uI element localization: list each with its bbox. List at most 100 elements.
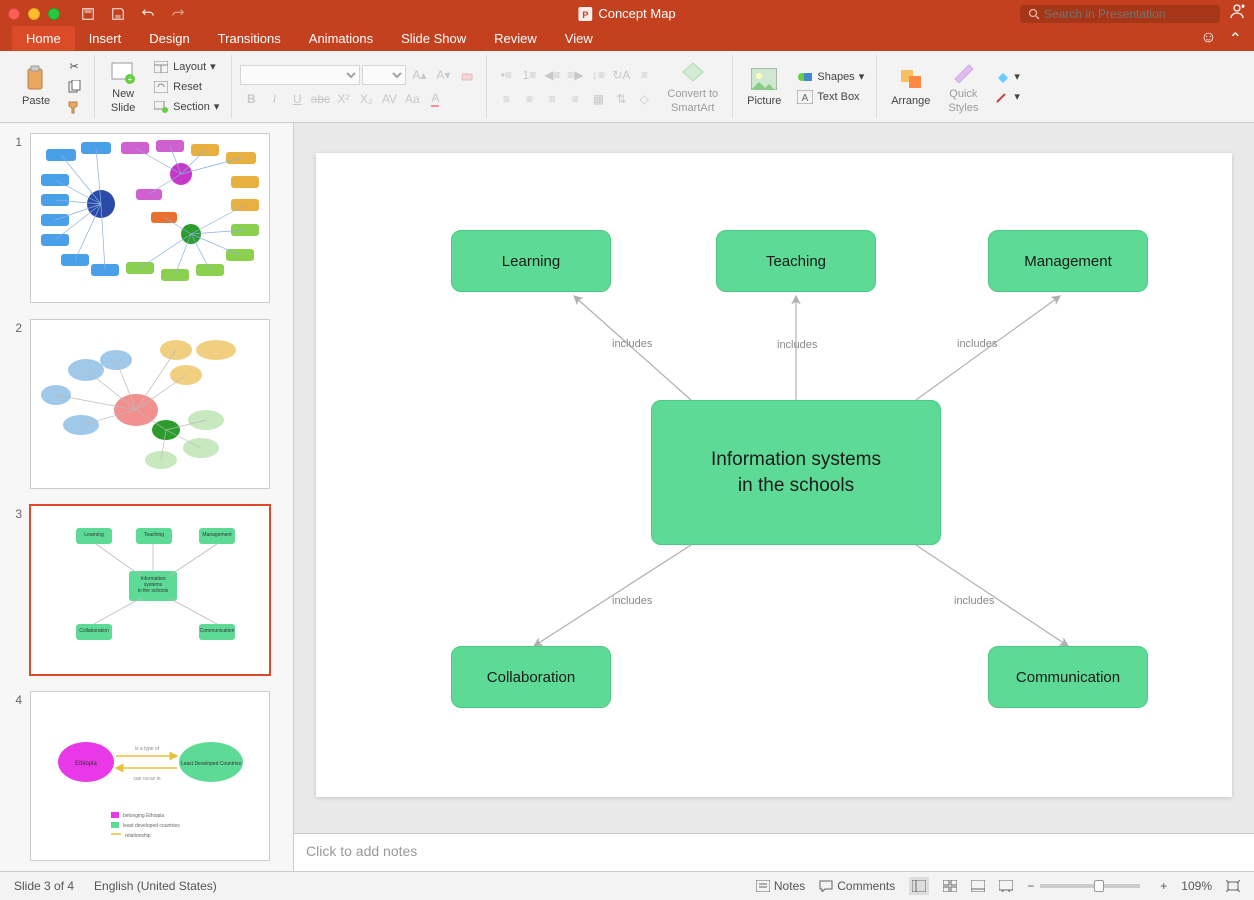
justify-button[interactable]: ≡ — [564, 89, 586, 109]
copy-button[interactable] — [62, 78, 86, 96]
language-indicator[interactable]: English (United States) — [94, 879, 217, 893]
feedback-icon[interactable]: ☺ — [1200, 29, 1216, 49]
zoom-slider[interactable] — [1040, 884, 1140, 888]
concept-node-learning[interactable]: Learning — [451, 230, 611, 292]
columns-button[interactable]: ▦ — [587, 89, 609, 109]
search-box[interactable] — [1020, 5, 1220, 23]
zoom-in-button[interactable]: + — [1160, 879, 1167, 893]
concept-center-node[interactable]: Information systemsin the schools — [651, 400, 941, 545]
decrease-font-button[interactable]: A▾ — [432, 65, 454, 85]
font-color-button[interactable]: A — [424, 89, 446, 109]
text-direction-button[interactable]: ↻A — [610, 65, 632, 85]
align-center-button[interactable]: ≡ — [518, 89, 540, 109]
decrease-indent-button[interactable]: ◀≡ — [541, 65, 563, 85]
tab-transitions[interactable]: Transitions — [204, 26, 295, 51]
cut-button[interactable]: ✂ — [62, 58, 86, 76]
concept-node-teaching[interactable]: Teaching — [716, 230, 876, 292]
cut-icon: ✂ — [66, 59, 82, 75]
tab-insert[interactable]: Insert — [75, 26, 136, 51]
comments-toggle[interactable]: Comments — [819, 879, 895, 893]
autosave-icon[interactable] — [80, 6, 96, 22]
slide-canvas-area[interactable]: Information systemsin the schools Learnin… — [294, 123, 1254, 871]
search-input[interactable] — [1044, 7, 1212, 21]
subscript-button[interactable]: X₂ — [355, 89, 377, 109]
quick-styles-button[interactable]: Quick Styles — [942, 56, 984, 116]
shape-outline-button[interactable]: ▾ — [990, 88, 1024, 106]
paste-icon — [22, 65, 50, 93]
section-button[interactable]: Section ▾ — [149, 98, 223, 116]
share-button[interactable] — [1228, 2, 1246, 25]
font-size-select[interactable] — [362, 65, 406, 85]
picture-button[interactable]: Picture — [741, 63, 787, 110]
notes-icon — [756, 880, 770, 892]
tab-design[interactable]: Design — [135, 26, 203, 51]
notes-toggle[interactable]: Notes — [756, 879, 805, 893]
minimize-window-button[interactable] — [28, 8, 40, 20]
ribbon-tabs: Home Insert Design Transitions Animation… — [0, 27, 1254, 51]
shape-fill-button[interactable]: ▾ — [990, 68, 1024, 86]
normal-view-button[interactable] — [909, 877, 929, 895]
slide-thumbnail-3[interactable]: Information systemsin the schools Learni… — [30, 505, 270, 675]
collapse-ribbon-icon[interactable]: ⌃ — [1229, 29, 1242, 49]
slide-indicator[interactable]: Slide 3 of 4 — [14, 879, 74, 893]
bold-button[interactable]: B — [240, 89, 262, 109]
tab-review[interactable]: Review — [480, 26, 551, 51]
convert-smartart-button[interactable]: Convert to SmartArt — [661, 56, 724, 116]
concept-node-management[interactable]: Management — [988, 230, 1148, 292]
thumb-number: 1 — [12, 133, 22, 149]
svg-text:+: + — [128, 75, 133, 84]
tab-slideshow[interactable]: Slide Show — [387, 26, 480, 51]
slide-thumbnail-4[interactable]: Ethiopia Least Developed Countries is a … — [30, 691, 270, 861]
concept-node-communication[interactable]: Communication — [988, 646, 1148, 708]
slide-thumbnail-2[interactable] — [30, 319, 270, 489]
sorter-view-button[interactable] — [943, 880, 957, 892]
fit-to-window-button[interactable] — [1226, 880, 1240, 892]
new-slide-button[interactable]: + New Slide — [103, 56, 143, 116]
align-text-button[interactable]: ≡ — [633, 65, 655, 85]
textbox-icon: A — [797, 89, 813, 105]
increase-font-button[interactable]: A▴ — [408, 65, 430, 85]
distribute-button[interactable]: ⇅ — [610, 89, 632, 109]
reading-view-button[interactable] — [971, 880, 985, 892]
strikethrough-button[interactable]: abc — [309, 89, 331, 109]
font-family-select[interactable] — [240, 65, 360, 85]
tab-animations[interactable]: Animations — [295, 26, 387, 51]
thumb-number: 2 — [12, 319, 22, 335]
slide-thumbnail-1[interactable] — [30, 133, 270, 303]
align-left-button[interactable]: ≡ — [495, 89, 517, 109]
copy-icon — [66, 79, 82, 95]
redo-icon[interactable] — [170, 6, 186, 22]
undo-icon[interactable] — [140, 6, 156, 22]
zoom-level[interactable]: 109% — [1181, 879, 1212, 893]
increase-indent-button[interactable]: ≡▶ — [564, 65, 586, 85]
slide-thumbnails-panel[interactable]: 1 — [0, 123, 294, 871]
tab-home[interactable]: Home — [12, 26, 75, 51]
textbox-button[interactable]: AText Box — [793, 88, 868, 106]
smartart-small-button[interactable]: ◇ — [633, 89, 655, 109]
notes-pane[interactable]: Click to add notes — [294, 833, 1254, 871]
concept-node-collaboration[interactable]: Collaboration — [451, 646, 611, 708]
arrange-button[interactable]: Arrange — [885, 63, 936, 110]
line-spacing-button[interactable]: ↕≡ — [587, 65, 609, 85]
zoom-out-button[interactable]: − — [1027, 879, 1034, 893]
align-right-button[interactable]: ≡ — [541, 89, 563, 109]
save-icon[interactable] — [110, 6, 126, 22]
underline-button[interactable]: U — [286, 89, 308, 109]
slideshow-view-button[interactable] — [999, 880, 1013, 892]
reset-button[interactable]: Reset — [149, 78, 223, 96]
numbering-button[interactable]: 1≡ — [518, 65, 540, 85]
clear-formatting-button[interactable] — [456, 65, 478, 85]
change-case-button[interactable]: Aa — [401, 89, 423, 109]
shapes-button[interactable]: Shapes ▾ — [793, 68, 868, 86]
slide-canvas[interactable]: Information systemsin the schools Learnin… — [316, 153, 1232, 797]
superscript-button[interactable]: X² — [332, 89, 354, 109]
tab-view[interactable]: View — [551, 26, 607, 51]
italic-button[interactable]: I — [263, 89, 285, 109]
close-window-button[interactable] — [8, 8, 20, 20]
format-painter-button[interactable] — [62, 98, 86, 116]
character-spacing-button[interactable]: AV — [378, 89, 400, 109]
paste-button[interactable]: Paste — [16, 63, 56, 110]
layout-button[interactable]: Layout ▾ — [149, 58, 223, 76]
maximize-window-button[interactable] — [48, 8, 60, 20]
bullets-button[interactable]: •≡ — [495, 65, 517, 85]
